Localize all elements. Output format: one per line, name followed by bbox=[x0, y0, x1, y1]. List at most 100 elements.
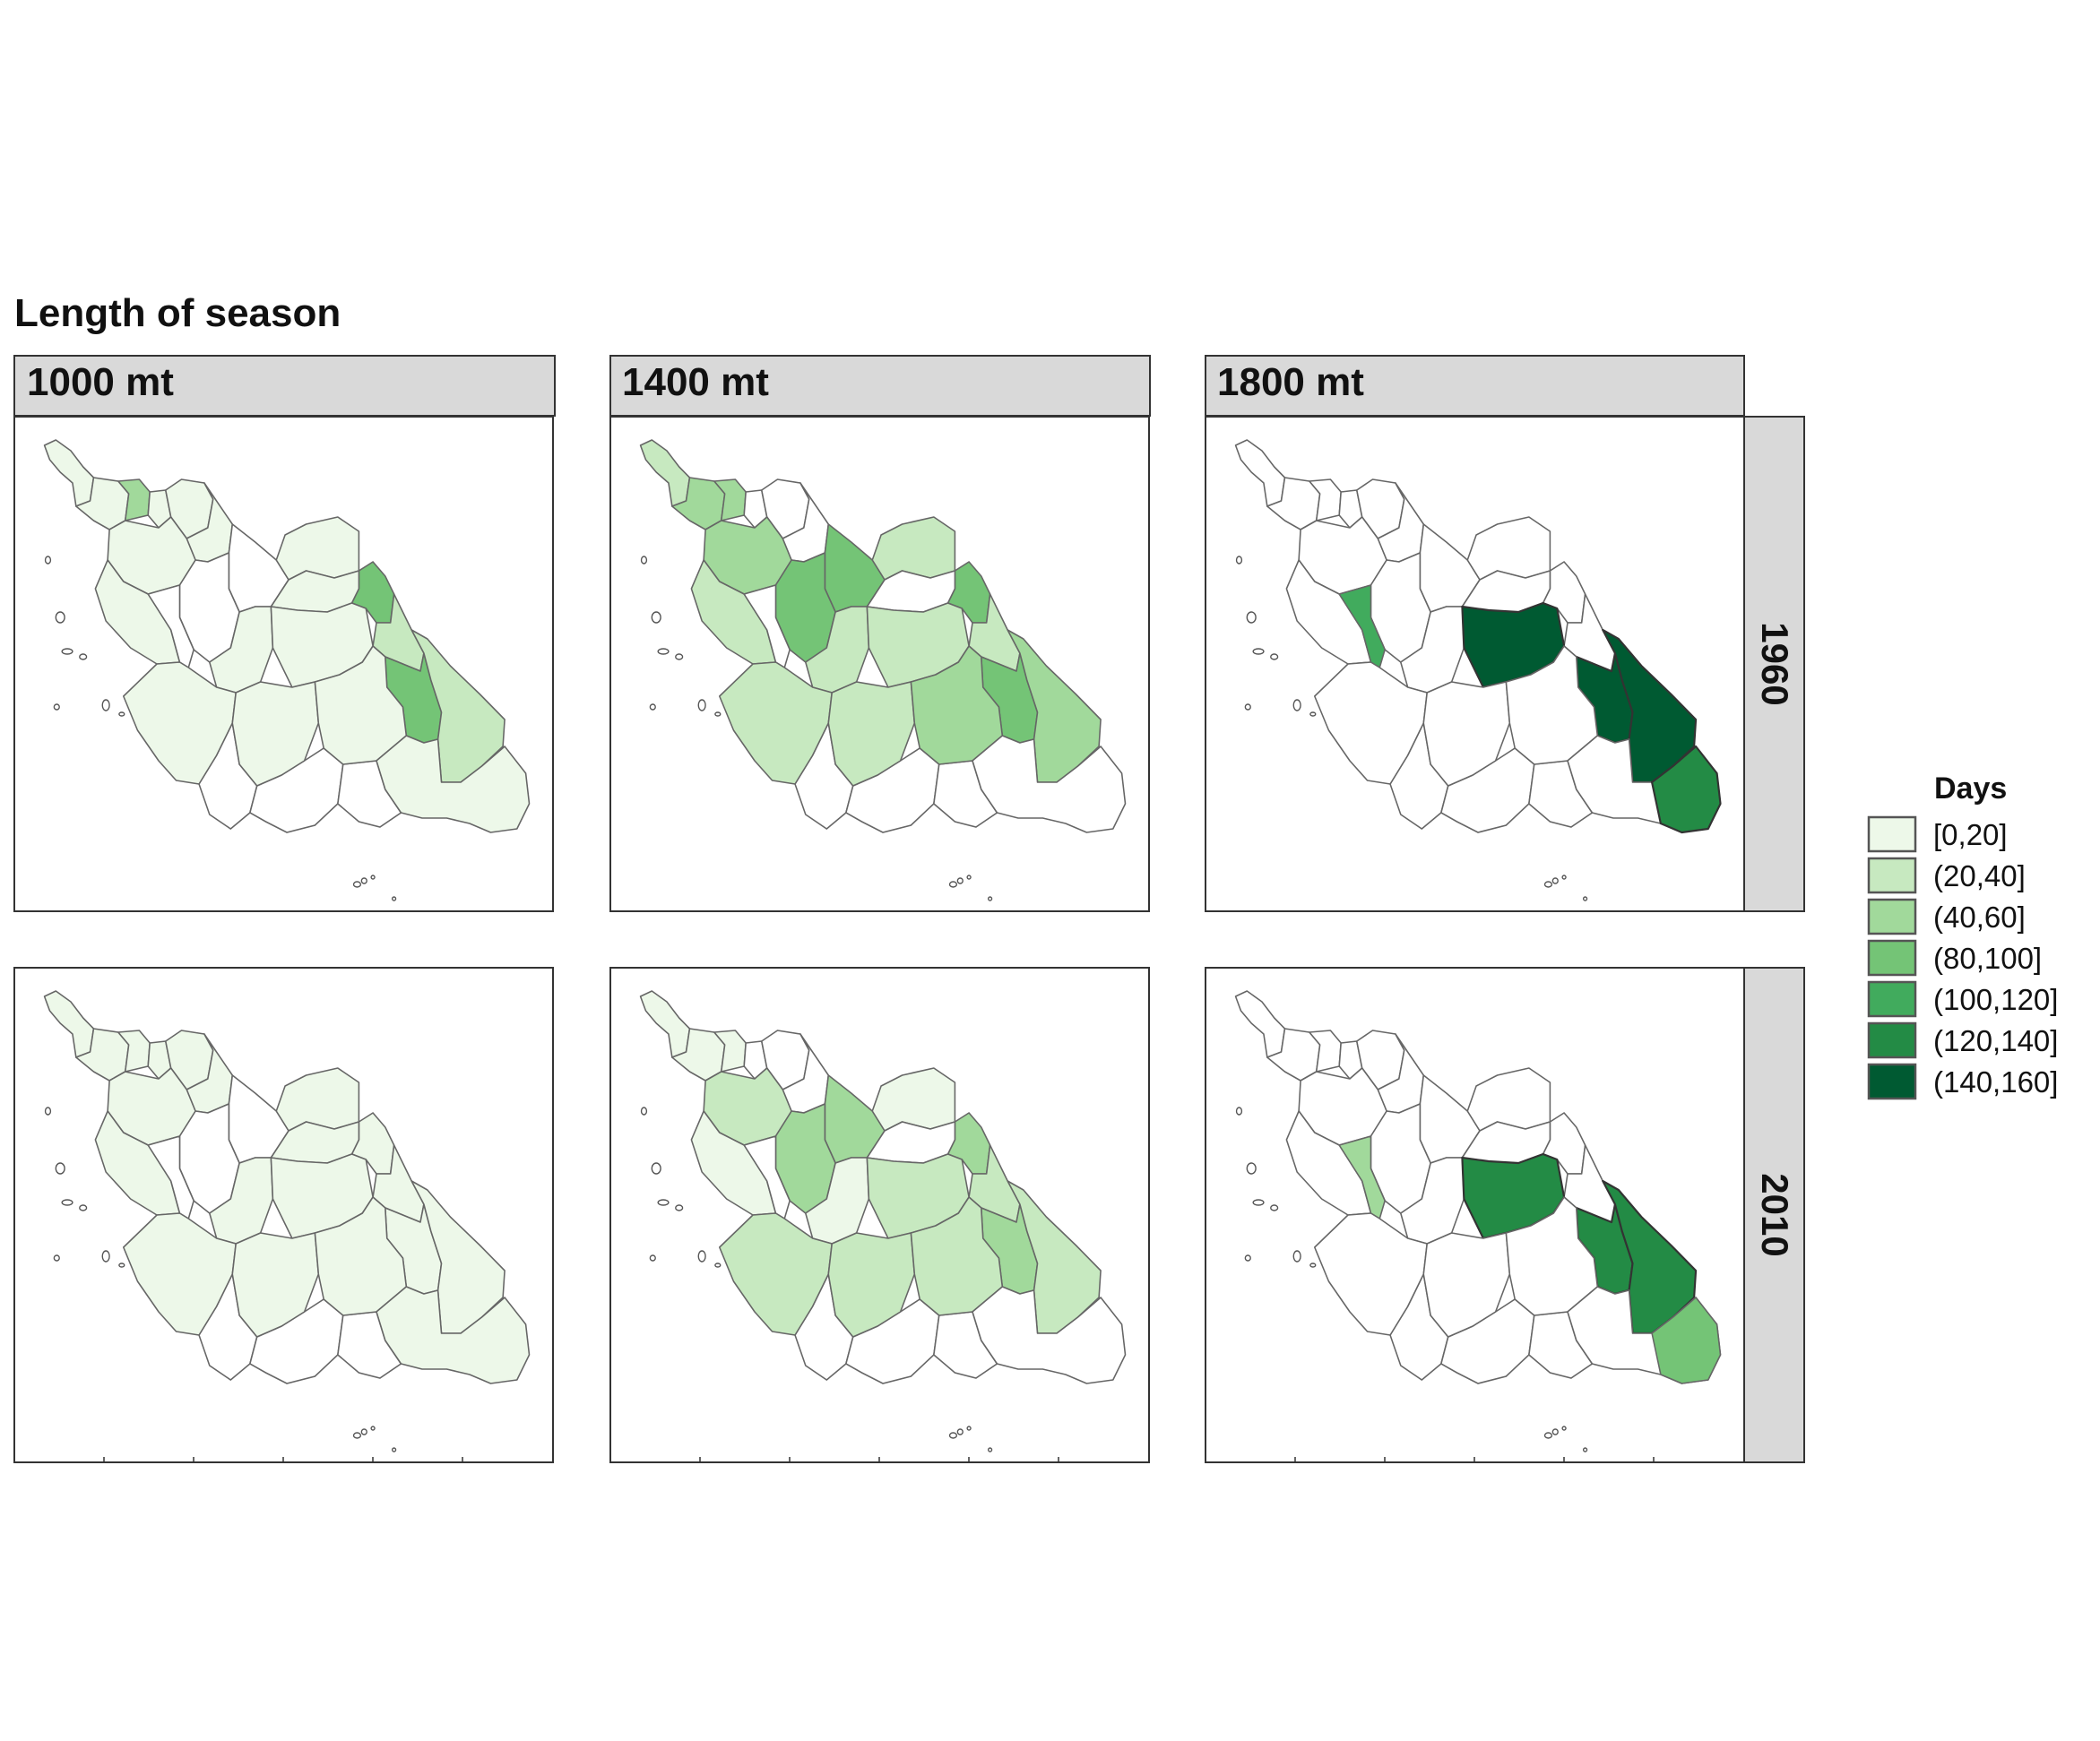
island bbox=[1292, 699, 1301, 711]
legend-item: (80,100] bbox=[1867, 939, 2042, 977]
map-layer bbox=[639, 990, 1127, 1452]
row-strip-1960: 1960 bbox=[1743, 416, 1805, 912]
island bbox=[714, 711, 722, 717]
island bbox=[1235, 1107, 1243, 1116]
island bbox=[1244, 703, 1251, 711]
island bbox=[956, 1428, 964, 1435]
map-panel bbox=[1205, 416, 1745, 912]
map-layer bbox=[43, 439, 531, 901]
island bbox=[1246, 611, 1257, 624]
island bbox=[44, 1107, 52, 1116]
island bbox=[640, 1107, 648, 1116]
island bbox=[1270, 653, 1279, 660]
island bbox=[651, 1162, 661, 1175]
island bbox=[956, 877, 964, 884]
legend-item: (20,40] bbox=[1867, 857, 2026, 894]
legend-item: (40,60] bbox=[1867, 898, 2026, 935]
district bbox=[972, 1286, 1127, 1384]
row-strip-2010: 2010 bbox=[1743, 967, 1805, 1463]
legend-item: (100,120] bbox=[1867, 980, 2058, 1018]
island bbox=[948, 1432, 958, 1439]
column-strip-1000: 1000 mt bbox=[13, 355, 556, 417]
district bbox=[718, 661, 833, 785]
map-layer bbox=[43, 990, 531, 1452]
legend-item: (120,140] bbox=[1867, 1021, 2058, 1059]
district bbox=[1338, 584, 1386, 668]
district bbox=[743, 1135, 791, 1220]
island bbox=[987, 1447, 993, 1452]
district bbox=[910, 1196, 1004, 1316]
island bbox=[1270, 1204, 1279, 1211]
map-layer bbox=[1234, 439, 1722, 901]
map-layer bbox=[639, 439, 1127, 901]
island bbox=[697, 1250, 706, 1263]
map-panel bbox=[609, 967, 1150, 1463]
island bbox=[1551, 1428, 1559, 1435]
island bbox=[640, 556, 648, 565]
island bbox=[1309, 711, 1317, 717]
island bbox=[1543, 1432, 1553, 1439]
legend-swatch bbox=[1867, 939, 1917, 977]
island bbox=[79, 1204, 88, 1211]
legend-label: (80,100] bbox=[1933, 942, 2042, 975]
island bbox=[1244, 1254, 1251, 1262]
district bbox=[231, 1232, 320, 1338]
legend-swatch bbox=[1867, 1063, 1917, 1100]
island bbox=[966, 1426, 972, 1431]
island bbox=[55, 611, 65, 624]
island bbox=[657, 1199, 670, 1206]
district bbox=[1505, 645, 1599, 765]
island bbox=[651, 611, 661, 624]
district bbox=[718, 1212, 833, 1336]
legend-swatch bbox=[1867, 1021, 1917, 1059]
island bbox=[352, 881, 362, 888]
island bbox=[61, 1199, 73, 1206]
column-strip-1400: 1400 mt bbox=[609, 355, 1151, 417]
row-strip-label: 2010 bbox=[1754, 1173, 1796, 1256]
district bbox=[1313, 661, 1428, 785]
island bbox=[53, 703, 60, 711]
island bbox=[370, 875, 376, 880]
island bbox=[1252, 648, 1265, 655]
island bbox=[101, 699, 110, 711]
legend-item: [0,20] bbox=[1867, 815, 2008, 853]
legend-label: (40,60] bbox=[1933, 901, 2026, 934]
district bbox=[376, 735, 531, 833]
district bbox=[314, 645, 408, 765]
district bbox=[376, 1286, 531, 1384]
district bbox=[147, 584, 194, 668]
island bbox=[1292, 1250, 1301, 1263]
island bbox=[657, 648, 670, 655]
island bbox=[1309, 1263, 1317, 1268]
island bbox=[118, 711, 125, 717]
island bbox=[391, 1447, 397, 1452]
legend-items: [0,20] (20,40] (40,60] (80,100] (100,120] (12… bbox=[1867, 815, 2058, 1100]
island bbox=[370, 1426, 376, 1431]
island bbox=[1543, 881, 1553, 888]
island bbox=[987, 896, 993, 901]
legend-label: (140,160] bbox=[1933, 1065, 2058, 1099]
legend-label: (20,40] bbox=[1933, 859, 2026, 892]
island bbox=[1582, 896, 1588, 901]
legend-label: (120,140] bbox=[1933, 1024, 2058, 1057]
island bbox=[61, 648, 73, 655]
island bbox=[1551, 877, 1559, 884]
column-strip-1800: 1800 mt bbox=[1205, 355, 1745, 417]
island bbox=[53, 1254, 60, 1262]
district bbox=[1651, 745, 1722, 834]
island bbox=[675, 653, 684, 660]
island bbox=[44, 556, 52, 565]
island bbox=[948, 881, 958, 888]
map-panel bbox=[13, 967, 554, 1463]
column-strip-label: 1000 mt bbox=[27, 360, 174, 404]
legend-title: Days bbox=[1934, 771, 2007, 806]
island bbox=[1235, 556, 1243, 565]
district bbox=[147, 1135, 194, 1220]
row-strip-label: 1960 bbox=[1754, 622, 1796, 705]
district bbox=[122, 661, 237, 785]
legend-swatch bbox=[1867, 898, 1917, 935]
district bbox=[1338, 1135, 1386, 1220]
island bbox=[675, 1204, 684, 1211]
island bbox=[118, 1263, 125, 1268]
island bbox=[1582, 1447, 1588, 1452]
